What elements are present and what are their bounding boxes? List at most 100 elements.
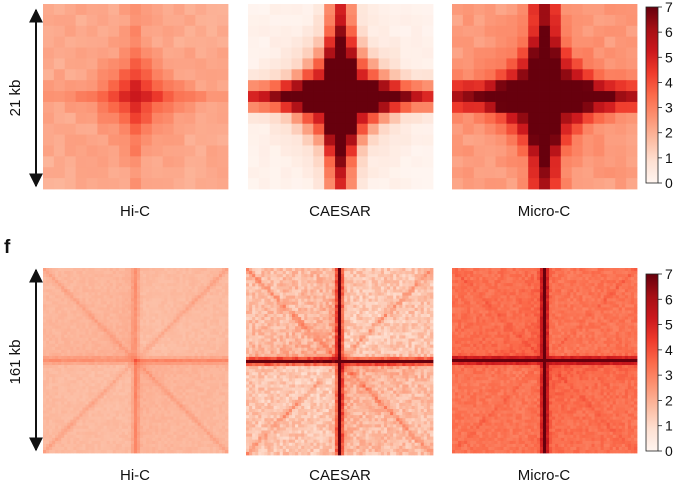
heatmap-cell	[224, 434, 229, 439]
heatmap-cell	[571, 178, 583, 190]
heatmap-cell	[133, 431, 138, 436]
heatmap-cell	[76, 434, 80, 439]
heatmap-cell	[97, 416, 102, 421]
heatmap-cell	[91, 395, 95, 399]
heatmap-cell	[173, 283, 177, 287]
heatmap-cell	[73, 410, 77, 414]
heatmap-cell	[224, 352, 229, 357]
heatmap-cell	[218, 274, 223, 278]
heatmap-cell	[85, 283, 89, 287]
heatmap-cell	[288, 271, 293, 275]
heatmap-cell	[191, 374, 196, 378]
heatmap-cell	[112, 307, 117, 311]
heatmap-cell	[58, 283, 62, 287]
heatmap-cell	[206, 25, 218, 38]
heatmap-cell	[115, 352, 120, 357]
heatmap-cell	[143, 404, 147, 408]
heatmap-cell	[143, 362, 147, 366]
heatmap-cell	[400, 156, 412, 168]
heatmap-cell	[119, 112, 131, 125]
heatmap-cell	[127, 383, 132, 387]
heatmap-cell	[88, 428, 92, 433]
heatmap-cell	[324, 36, 336, 48]
heatmap-cell	[276, 277, 281, 281]
heatmap-cell	[161, 422, 165, 427]
heatmap-cell	[194, 355, 199, 360]
heatmap-cell	[108, 134, 120, 146]
heatmap-cell	[191, 289, 196, 293]
heatmap-cell	[85, 371, 89, 375]
heatmap-cell	[313, 167, 325, 179]
heatmap-cell	[106, 380, 111, 384]
heatmap-cell	[517, 91, 529, 103]
heatmap-cell	[173, 80, 185, 92]
heatmap-cell	[158, 352, 162, 357]
heatmap-cell	[130, 307, 135, 311]
heatmap-cell	[152, 271, 156, 275]
heatmap-cell	[97, 443, 102, 448]
heatmap-cell	[70, 334, 74, 339]
heatmap-cell	[212, 428, 217, 433]
heatmap-cell	[61, 307, 65, 311]
heatmap-cell	[140, 47, 153, 59]
heatmap-cell	[146, 274, 150, 278]
heatmap-cell	[212, 337, 217, 342]
heatmap-cell	[140, 374, 144, 378]
heatmap-cell	[307, 280, 311, 284]
heatmap-cell	[191, 413, 196, 417]
heatmap-cell	[91, 352, 95, 357]
heatmap-cell	[402, 280, 406, 284]
heatmap-cell	[133, 365, 138, 369]
heatmap-cell	[209, 416, 214, 421]
heatmap-cell	[158, 334, 162, 339]
heatmap-cell	[302, 134, 314, 146]
heatmap-cell	[103, 416, 108, 421]
heatmap-cell	[109, 307, 114, 311]
heatmap-cell	[149, 377, 153, 381]
heatmap-cell	[85, 343, 89, 348]
heatmap-cell	[209, 401, 214, 405]
heatmap-cell	[191, 416, 196, 421]
heatmap-cell	[108, 101, 120, 114]
heatmap-cell	[400, 47, 412, 59]
heatmap-cell	[185, 283, 189, 287]
heatmap-cell	[173, 25, 185, 38]
heatmap-cell	[206, 156, 218, 168]
heatmap-cell	[549, 58, 562, 70]
heatmap-cell	[97, 428, 102, 433]
heatmap-cell	[124, 374, 129, 378]
heatmap-cell	[152, 352, 156, 357]
heatmap-cell	[291, 178, 303, 190]
heatmap-cell	[182, 349, 186, 354]
heatmap-cell	[209, 362, 214, 366]
heatmap-cell	[179, 371, 183, 375]
heatmap-cell	[76, 416, 80, 421]
heatmap-cell	[46, 268, 50, 272]
heatmap-cell	[197, 401, 202, 405]
heatmap-cell	[158, 422, 162, 427]
heatmap-cell	[149, 422, 153, 427]
heatmap-cell	[331, 280, 336, 284]
heatmap-cell	[124, 301, 129, 305]
heatmap-cell	[378, 156, 390, 168]
heatmap-cell	[604, 167, 616, 179]
heatmap-cell	[152, 301, 156, 305]
heatmap-cell	[506, 47, 518, 59]
heatmap-cell	[549, 91, 562, 103]
heatmap-cell	[67, 398, 71, 402]
heatmap-cell	[285, 268, 290, 272]
heatmap-cell	[158, 313, 162, 317]
heatmap-cell	[106, 352, 111, 357]
heatmap-cell	[452, 4, 464, 16]
heatmap-cell	[302, 123, 314, 135]
heatmap-cell	[155, 422, 159, 427]
heatmap-cell	[560, 58, 573, 70]
heatmap-cell	[94, 368, 98, 372]
heatmap-cell	[121, 286, 126, 290]
heatmap-cell	[70, 434, 74, 439]
heatmap-cell	[304, 268, 308, 272]
heatmap-cell	[217, 4, 229, 16]
heatmap-cell	[118, 431, 123, 436]
heatmap-cell	[52, 407, 56, 411]
heatmap-cell	[191, 283, 196, 287]
